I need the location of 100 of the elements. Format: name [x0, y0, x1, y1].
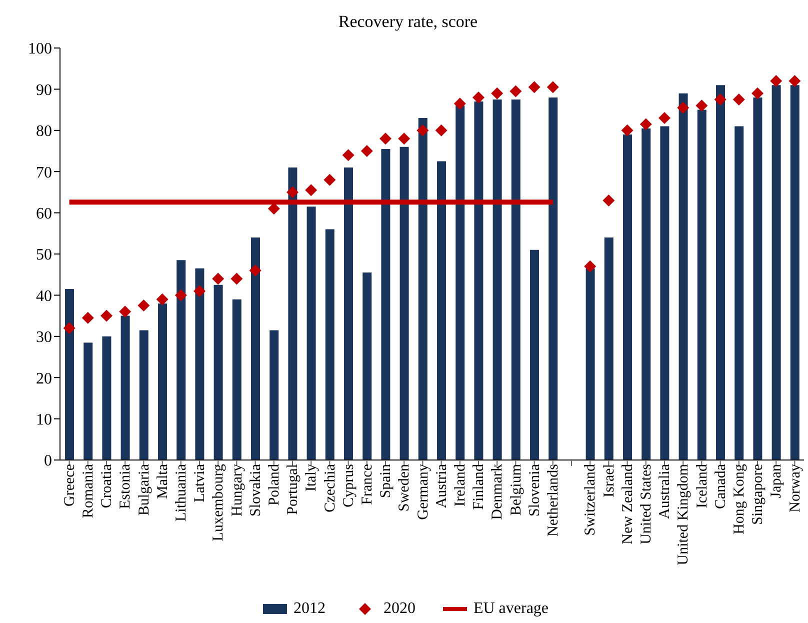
- x-tick-label: Switzerland: [582, 464, 599, 536]
- x-tick-label: Spain: [378, 464, 394, 498]
- bar: [251, 238, 260, 460]
- x-tick-label: Belgium: [508, 464, 524, 516]
- point: [416, 124, 429, 136]
- bar: [586, 268, 595, 460]
- bar: [65, 289, 74, 460]
- bar: [530, 250, 539, 460]
- point: [640, 118, 652, 130]
- x-tick-label: Hong Kong: [732, 464, 748, 534]
- y-tick-label: 50: [36, 246, 52, 264]
- point: [658, 112, 670, 124]
- point: [138, 300, 150, 312]
- x-tick-label: Estonia: [118, 464, 134, 509]
- x-tick-label: Slovenia: [526, 464, 543, 516]
- bar: [120, 316, 130, 460]
- bar: [139, 330, 148, 460]
- y-tick-label: 70: [36, 164, 52, 182]
- bar: [642, 128, 651, 460]
- y-tick-label: 10: [36, 411, 52, 428]
- point: [732, 94, 745, 106]
- y-tick-label: 30: [36, 329, 52, 346]
- x-tick-label: Singapore: [750, 464, 766, 525]
- x-tick-label: Finland: [471, 464, 488, 510]
- point: [82, 312, 94, 324]
- legend-label: 2020: [382, 600, 416, 618]
- x-tick-label: Japan: [768, 464, 785, 498]
- bar: [623, 134, 632, 460]
- x-tick-label: Australia: [657, 464, 674, 519]
- point: [788, 74, 801, 87]
- x-tick-label: United States: [638, 464, 655, 544]
- bar: [214, 284, 223, 460]
- point: [528, 81, 540, 94]
- bar: [362, 272, 372, 460]
- point: [380, 132, 392, 145]
- x-tick-label: Czechia: [322, 464, 338, 512]
- y-tick-label: 20: [36, 370, 52, 388]
- legend-label: EU average: [472, 600, 549, 618]
- point: [212, 272, 224, 285]
- point: [398, 132, 410, 145]
- point: [174, 289, 187, 302]
- y-tick-label: 90: [36, 82, 52, 99]
- x-tick-label: Luxembourg: [210, 464, 227, 542]
- bar: [753, 97, 762, 460]
- bar: [232, 299, 242, 460]
- point: [305, 184, 318, 196]
- point: [342, 149, 354, 162]
- point: [584, 260, 596, 272]
- bar: [288, 167, 298, 460]
- x-tick-label: France: [360, 464, 376, 505]
- point: [119, 306, 132, 318]
- x-tick-label: Poland: [266, 464, 283, 506]
- x-tick-label: Malta: [154, 464, 171, 499]
- x-tick-label: Cyprus: [340, 464, 357, 508]
- x-tick-label: Lithuania: [174, 464, 190, 522]
- point: [63, 322, 76, 334]
- point: [286, 186, 298, 198]
- bar: [344, 167, 353, 460]
- bar: [418, 118, 428, 460]
- bar: [400, 146, 409, 460]
- point: [602, 194, 615, 206]
- point: [324, 174, 336, 186]
- point: [677, 102, 690, 114]
- point: [621, 124, 634, 136]
- point: [510, 85, 522, 98]
- bar: [102, 336, 112, 460]
- x-tick-label: Ireland: [452, 464, 469, 506]
- x-tick-label: Bulgaria: [136, 464, 152, 516]
- x-tick-label: Sweden: [396, 464, 413, 512]
- point: [100, 310, 112, 322]
- chart-title: Recovery rate, score: [337, 11, 479, 33]
- point: [454, 98, 466, 110]
- point: [696, 100, 708, 112]
- point: [156, 293, 168, 306]
- x-tick-label: Slovakia: [248, 464, 264, 516]
- x-tick-label: Romania: [80, 464, 97, 518]
- bar: [437, 161, 446, 460]
- x-tick-label: Germany: [415, 464, 432, 520]
- bar: [381, 148, 390, 460]
- x-tick-label: Austria: [434, 464, 450, 508]
- x-tick-label: Netherlands: [546, 464, 562, 536]
- x-tick-label: Canada: [712, 464, 729, 509]
- x-tick-label: Greece: [62, 464, 78, 506]
- point: [249, 264, 262, 276]
- x-tick-label: Denmark: [490, 464, 506, 520]
- y-tick-label: 40: [36, 288, 52, 305]
- bar: [716, 85, 725, 460]
- x-tick-label: Israel: [601, 464, 618, 498]
- point: [194, 285, 206, 298]
- bar: [492, 100, 502, 460]
- x-tick-label: Croatia: [99, 464, 116, 508]
- legend-label: 2012: [292, 600, 326, 618]
- bar: [548, 97, 558, 460]
- bar: [790, 85, 800, 460]
- y-tick-label: 100: [28, 40, 52, 58]
- x-tick-label: Hungary: [229, 464, 246, 516]
- y-tick-label: 0: [44, 452, 52, 470]
- bar: [604, 238, 614, 460]
- point: [435, 124, 448, 136]
- bar: [660, 126, 670, 460]
